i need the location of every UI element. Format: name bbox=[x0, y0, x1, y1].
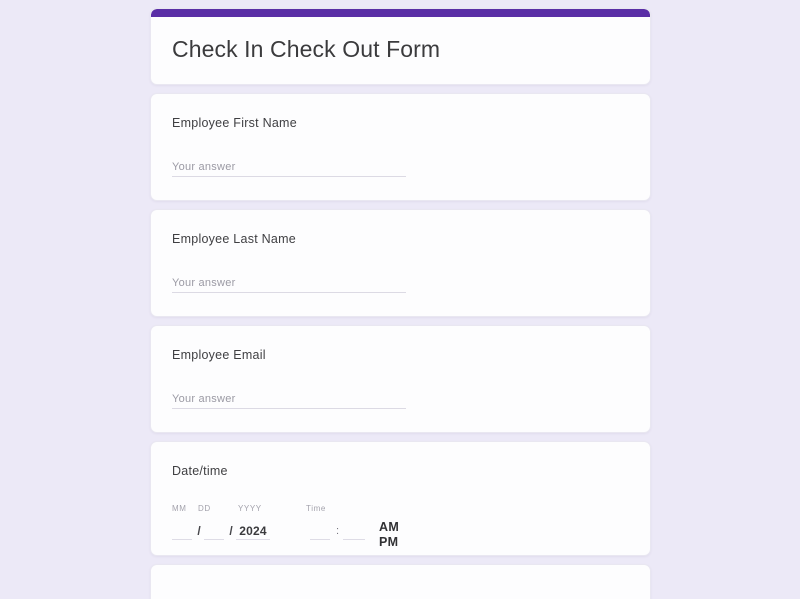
sublabel-day: DD bbox=[198, 504, 211, 513]
form-header-card: Check In Check Out Form bbox=[150, 8, 651, 85]
answer-input-last-name[interactable]: Your answer bbox=[172, 277, 406, 293]
question-label-datetime: Date/time bbox=[172, 464, 228, 478]
sublabel-time: Time bbox=[306, 504, 326, 513]
sublabel-year: YYYY bbox=[238, 504, 262, 513]
answer-input-first-name[interactable]: Your answer bbox=[172, 161, 406, 177]
meridiem-selector: AM PM bbox=[379, 520, 399, 550]
answer-placeholder-last-name: Your answer bbox=[172, 277, 236, 289]
form-column: Check In Check Out Form Employee First N… bbox=[150, 8, 651, 599]
question-label-first-name: Employee First Name bbox=[172, 116, 297, 130]
question-card-next-partial bbox=[150, 564, 651, 599]
minute-input[interactable] bbox=[343, 523, 365, 540]
sublabel-month: MM bbox=[172, 504, 187, 513]
meridiem-option-pm[interactable]: PM bbox=[379, 534, 399, 549]
question-label-last-name: Employee Last Name bbox=[172, 232, 297, 246]
year-input[interactable]: 2024 bbox=[236, 523, 270, 540]
date-separator-2: / bbox=[229, 524, 233, 538]
answer-input-email[interactable]: Your answer bbox=[172, 393, 406, 409]
answer-placeholder-first-name: Your answer bbox=[172, 161, 236, 173]
datetime-sublabels: MM DD YYYY Time bbox=[172, 501, 629, 513]
meridiem-option-am[interactable]: AM bbox=[379, 520, 400, 534]
question-card-last-name: Employee Last Name Your answer bbox=[150, 209, 651, 317]
date-separator-1: / bbox=[197, 524, 201, 538]
day-input[interactable] bbox=[204, 523, 224, 540]
datetime-fields: / / 2024 : AM PM bbox=[172, 520, 629, 550]
page-title: Check In Check Out Form bbox=[172, 36, 441, 62]
month-input[interactable] bbox=[172, 523, 192, 540]
year-value: 2024 bbox=[239, 524, 267, 538]
hour-input[interactable] bbox=[310, 523, 330, 540]
question-card-first-name: Employee First Name Your answer bbox=[150, 93, 651, 201]
question-label-email: Employee Email bbox=[172, 348, 266, 362]
time-separator: : bbox=[335, 525, 340, 537]
question-card-datetime: Date/time MM DD YYYY Time / / 2024 bbox=[150, 441, 651, 556]
answer-placeholder-email: Your answer bbox=[172, 393, 236, 405]
question-card-email: Employee Email Your answer bbox=[150, 325, 651, 433]
accent-bar bbox=[151, 9, 650, 17]
